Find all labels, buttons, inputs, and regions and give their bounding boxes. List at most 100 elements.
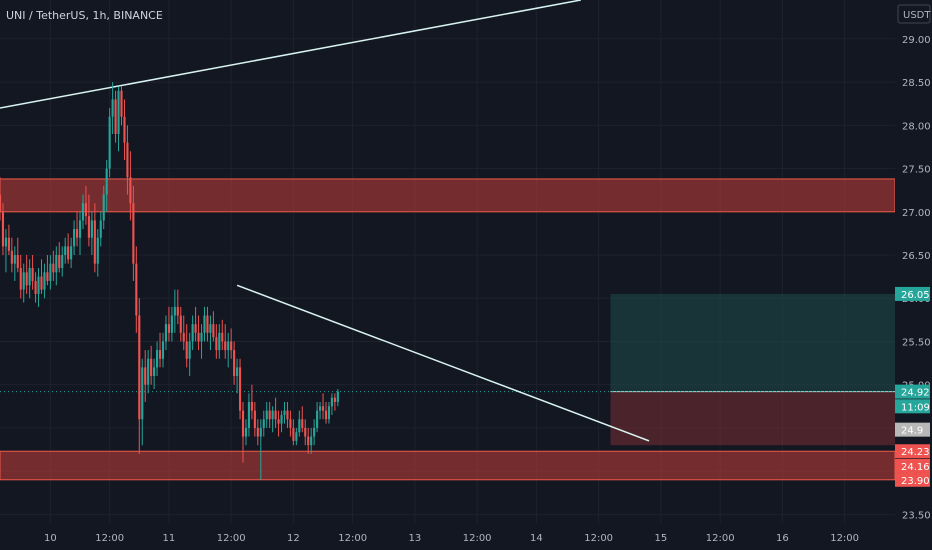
candle-body <box>99 220 102 238</box>
candle-body <box>295 432 298 441</box>
price-tick-label: 27.50 <box>902 165 931 176</box>
candle-body <box>176 306 179 316</box>
candle-body <box>313 427 316 437</box>
currency-label: USDT <box>903 10 931 21</box>
candle-body <box>215 337 218 351</box>
candle-body <box>221 332 224 342</box>
candle-body <box>170 315 173 333</box>
candle-body <box>203 315 206 333</box>
price-tag <box>895 422 930 437</box>
candle-body <box>93 220 96 264</box>
candle-body <box>25 272 28 286</box>
candle-body <box>283 410 286 415</box>
trendlines[interactable] <box>0 0 650 442</box>
candle-body <box>96 237 99 264</box>
candle-body <box>120 90 123 117</box>
candle-body <box>70 246 73 260</box>
candle-body <box>129 177 132 204</box>
time-tick-label: 15 <box>655 533 668 544</box>
price-zone <box>0 450 896 481</box>
price-tag-label: 24.9 <box>901 426 923 437</box>
candle-body <box>194 324 197 333</box>
candle-body <box>324 410 328 420</box>
candle-body <box>218 332 221 351</box>
time-tick-label: 12:00 <box>584 533 613 544</box>
price-tick-label: 26.50 <box>902 251 931 262</box>
candle-body <box>75 229 79 238</box>
candle-body <box>34 280 37 294</box>
candle-body <box>173 306 176 316</box>
time-tick-label: 12:00 <box>830 533 859 544</box>
time-tick-label: 13 <box>409 533 422 544</box>
candle-body <box>132 203 135 264</box>
candle-body <box>241 410 245 437</box>
price-tick-label: 25.50 <box>902 337 931 348</box>
candle-body <box>179 315 182 333</box>
candle-body <box>123 116 126 143</box>
candle-body <box>292 427 295 441</box>
candle-body <box>105 168 108 195</box>
candle-body <box>330 397 333 407</box>
candle-body <box>73 229 76 247</box>
time-tick-label: 11 <box>163 533 176 544</box>
candle-body <box>31 267 34 281</box>
candle-body <box>81 203 85 221</box>
candle-body <box>135 263 138 316</box>
candle-body <box>43 272 46 290</box>
candle-body <box>289 419 292 428</box>
candle-body <box>310 436 313 446</box>
candle-body <box>49 263 52 281</box>
price-tag <box>895 286 930 301</box>
candle-body <box>259 427 262 437</box>
candle-body <box>250 401 253 411</box>
candle-body <box>46 272 49 281</box>
price-tag <box>895 458 930 473</box>
candle-body <box>333 397 336 402</box>
time-tick-label: 12:00 <box>463 533 492 544</box>
candle-body <box>212 324 215 338</box>
trendline <box>236 284 650 442</box>
candle-body <box>298 419 301 433</box>
time-axis-background <box>0 523 932 550</box>
candle-body <box>4 237 7 247</box>
candle-body <box>114 99 117 134</box>
candle-body <box>268 410 271 420</box>
candle-body <box>111 99 114 117</box>
candle-body <box>301 419 304 428</box>
candle-body <box>64 246 67 256</box>
symbol-title[interactable]: UNI / TetherUS, 1h, BINANCE <box>6 9 163 22</box>
candle-body <box>161 341 165 359</box>
candle-body <box>280 414 283 424</box>
candle-body <box>87 216 90 238</box>
candle-body <box>19 267 22 290</box>
price-tag-label: 11:09 <box>901 402 930 413</box>
long-position-tool[interactable] <box>0 293 928 446</box>
candle-body <box>271 410 274 420</box>
candle-body <box>156 350 159 368</box>
candle-body <box>55 255 58 273</box>
candle-body <box>262 419 265 428</box>
candle-body <box>0 194 2 212</box>
support-resistance-zones <box>0 178 896 481</box>
position-target-area <box>610 293 928 392</box>
time-tick-label: 14 <box>530 533 543 544</box>
time-tick-label: 12:00 <box>706 533 735 544</box>
candle-body <box>84 203 88 217</box>
candle-body <box>236 367 239 377</box>
price-tick-label: 29.00 <box>902 35 931 46</box>
candle-body <box>321 406 325 411</box>
time-tick-label: 12:00 <box>95 533 124 544</box>
position-stop-area <box>610 391 928 446</box>
candle-body <box>117 90 120 134</box>
candle-body <box>238 367 242 411</box>
candle-body <box>304 427 307 437</box>
candle-body <box>256 427 259 437</box>
time-tick-label: 12:00 <box>338 533 367 544</box>
time-axis[interactable]: 10 12:00 11 12:00 12 12:00 13 12:00 14 12:00 15 12:… <box>0 523 932 550</box>
price-tick-label: 28.00 <box>902 121 931 132</box>
price-tag-label: 23.90 <box>901 476 930 487</box>
price-axis-background <box>895 0 932 550</box>
time-tick-label: 16 <box>776 533 789 544</box>
candle-body <box>197 332 200 342</box>
